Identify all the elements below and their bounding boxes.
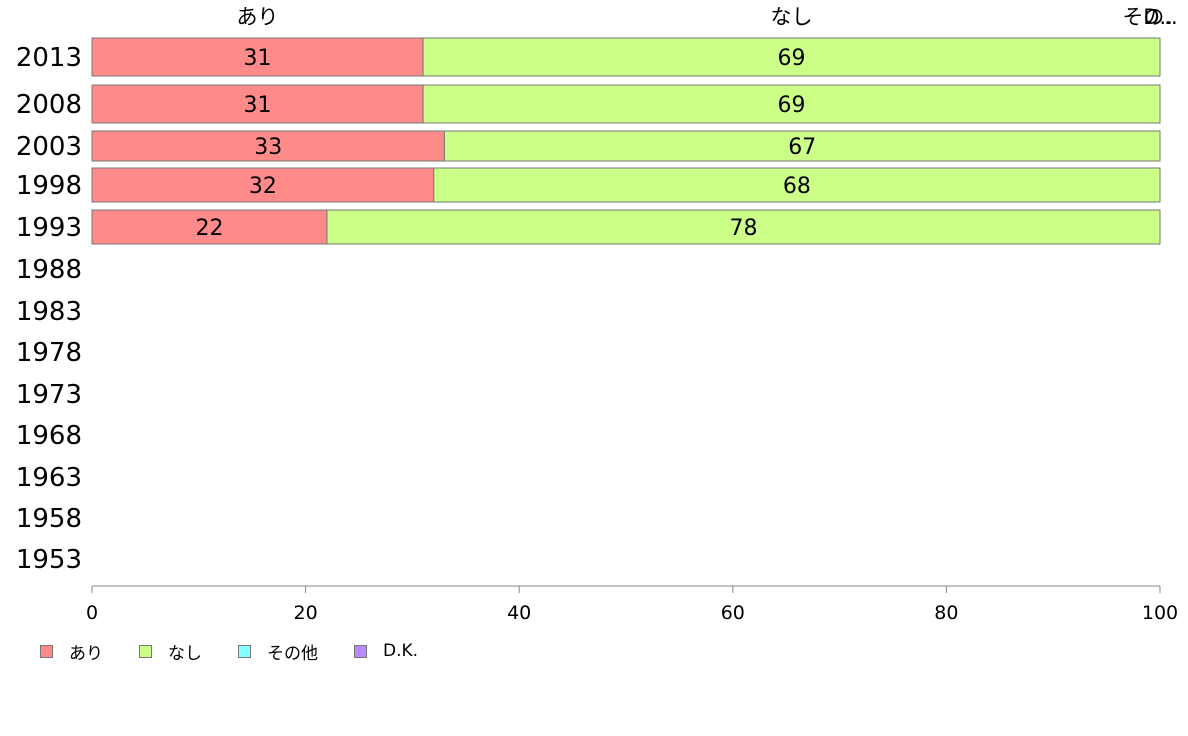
x-tick-label-80: 80 (934, 602, 958, 624)
year-label-1953: 1953 (16, 545, 82, 575)
legend-label-dk: D.K. (383, 641, 419, 661)
year-label-1973: 1973 (16, 380, 82, 410)
x-tick-label-40: 40 (507, 602, 531, 624)
legend-item-nashi: なし (139, 639, 202, 664)
year-label-1963: 1963 (16, 463, 82, 493)
data-label-2008-1: 69 (778, 93, 806, 118)
year-label-1993: 1993 (16, 213, 82, 243)
legend-label-nashi: なし (168, 643, 202, 664)
legend-item-dk: D.K. (354, 641, 418, 661)
legend-swatch-nashi (139, 644, 152, 658)
data-label-2013-1: 69 (778, 46, 806, 71)
year-label-2008: 2008 (16, 90, 82, 120)
bar-2013-0 (91, 37, 424, 77)
bar-2003-1 (443, 130, 1161, 162)
legend-item-ari: あり (40, 639, 103, 664)
legend: あり なし その他 D.K. (40, 639, 454, 664)
data-label-1993-1: 78 (729, 216, 757, 241)
legend-swatch-sonota (238, 644, 251, 658)
year-label-1978: 1978 (16, 338, 82, 368)
x-tick-label-0: 0 (86, 602, 98, 624)
segment-header-3: D.. (1143, 5, 1173, 29)
data-label-1998-0: 32 (249, 174, 277, 199)
data-label-2013-0: 31 (244, 46, 272, 71)
legend-swatch-ari (40, 644, 53, 658)
bar-2008-0 (91, 84, 424, 124)
stacked-bar-chart: あり なし その..D.. 2013 31 69 2008 31 69 2003 33 67 1998 3… (16, 5, 1178, 624)
legend-label-ari: あり (69, 643, 103, 664)
year-label-1988: 1988 (16, 255, 82, 285)
year-label-2003: 2003 (16, 132, 82, 162)
bar-2008-1 (422, 84, 1161, 124)
x-tick-label-100: 100 (1142, 602, 1178, 624)
data-label-1993-0: 22 (195, 216, 223, 241)
bar-2013-1 (422, 37, 1161, 77)
legend-item-sonota: その他 (238, 639, 318, 664)
legend-swatch-dk (354, 644, 367, 658)
data-label-2003-0: 33 (254, 135, 282, 160)
data-label-2008-0: 31 (244, 93, 272, 118)
bar-1993-0 (91, 209, 328, 245)
data-label-1998-1: 68 (783, 174, 811, 199)
bar-2003-0 (91, 130, 445, 162)
legend-label-sonota: その他 (267, 643, 318, 664)
segment-header-0: あり (237, 5, 279, 29)
x-tick-label-60: 60 (721, 602, 745, 624)
segment-header-1: なし (771, 5, 813, 29)
year-label-1983: 1983 (16, 297, 82, 327)
year-label-1998: 1998 (16, 171, 82, 201)
segment-header-2: その.. (1122, 5, 1177, 29)
year-label-1958: 1958 (16, 504, 82, 534)
bar-1993-1 (326, 209, 1161, 245)
year-label-2013: 2013 (16, 43, 82, 73)
bar-1998-0 (91, 167, 435, 203)
x-tick-label-20: 20 (294, 602, 318, 624)
data-label-2003-1: 67 (788, 135, 816, 160)
bar-1998-1 (433, 167, 1161, 203)
year-label-1968: 1968 (16, 421, 82, 451)
